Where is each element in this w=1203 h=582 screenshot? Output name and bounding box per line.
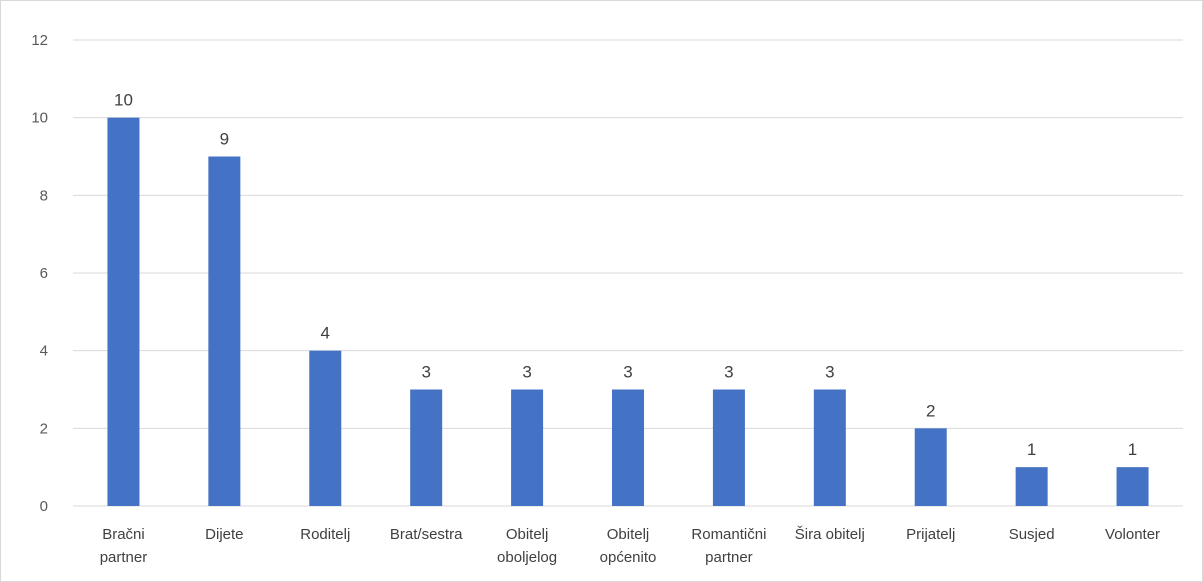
data-label: 3 bbox=[421, 363, 430, 382]
bar bbox=[914, 428, 947, 506]
x-tick-label: Susjed bbox=[1009, 526, 1055, 543]
bar bbox=[511, 389, 544, 506]
data-label: 4 bbox=[321, 324, 330, 343]
bar bbox=[309, 350, 342, 506]
data-label: 3 bbox=[522, 363, 531, 382]
data-label: 10 bbox=[114, 91, 133, 110]
x-tick-label: Romantični bbox=[691, 526, 766, 543]
data-label: 2 bbox=[926, 401, 935, 420]
bar bbox=[813, 389, 846, 506]
bar bbox=[612, 389, 644, 506]
y-tick-label: 8 bbox=[40, 187, 48, 204]
bar bbox=[1116, 467, 1149, 506]
y-tick-label: 6 bbox=[40, 265, 48, 282]
x-tick-label: Prijatelj bbox=[906, 526, 955, 543]
x-tick-label: općenito bbox=[600, 549, 657, 566]
x-tick-label: Šira obitelj bbox=[795, 526, 865, 543]
bar bbox=[1015, 467, 1048, 506]
data-label: 3 bbox=[623, 363, 632, 382]
y-tick-label: 12 bbox=[31, 32, 48, 49]
bar bbox=[208, 156, 241, 506]
bar bbox=[410, 389, 443, 506]
data-label: 9 bbox=[220, 130, 229, 149]
data-label: 1 bbox=[1027, 440, 1036, 459]
x-tick-label: partner bbox=[705, 549, 753, 566]
data-label: 3 bbox=[825, 363, 834, 382]
bar bbox=[107, 117, 140, 507]
x-tick-label: Brat/sestra bbox=[390, 526, 463, 543]
x-tick-label: Dijete bbox=[205, 526, 243, 543]
x-tick-label: Volonter bbox=[1105, 526, 1160, 543]
x-tick-label: oboljelog bbox=[497, 549, 557, 566]
x-tick-label: Bračni bbox=[102, 526, 145, 543]
bar bbox=[712, 389, 745, 506]
x-tick-label: Obitelj bbox=[607, 526, 650, 543]
y-tick-label: 10 bbox=[31, 110, 48, 127]
x-tick-label: Obitelj bbox=[506, 526, 549, 543]
y-tick-label: 4 bbox=[40, 343, 48, 360]
data-label: 3 bbox=[724, 363, 733, 382]
y-tick-label: 0 bbox=[40, 498, 48, 515]
y-tick-label: 2 bbox=[40, 420, 48, 437]
x-tick-label: Roditelj bbox=[300, 526, 350, 543]
x-tick-label: partner bbox=[100, 549, 148, 566]
data-label: 1 bbox=[1128, 440, 1137, 459]
